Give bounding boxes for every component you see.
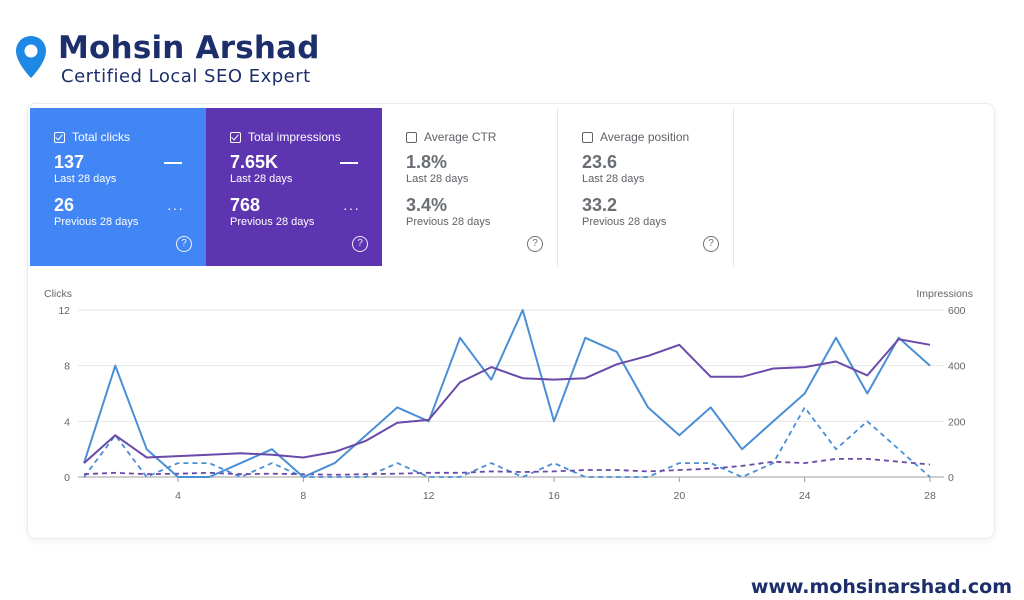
y-tick-label: 12: [58, 305, 70, 317]
y2-tick-label: 0: [948, 472, 954, 484]
checkbox-checked-icon[interactable]: [230, 131, 241, 143]
location-pin-icon: [16, 36, 46, 78]
help-icon[interactable]: ?: [352, 236, 368, 252]
metric-prev-period: Previous 28 days: [582, 216, 667, 228]
metric-prev-value: 3.4%: [406, 195, 448, 215]
checkbox-checked-icon[interactable]: [54, 131, 65, 143]
metric-period: Last 28 days: [230, 173, 293, 185]
metric-value: 137: [54, 152, 85, 172]
help-icon[interactable]: ?: [703, 236, 719, 252]
metric-total-impressions[interactable]: Total impressions 7.65K Last 28 days 768…: [206, 108, 382, 266]
metric-cards: Total clicks 137 Last 28 days 26 Previou…: [30, 108, 734, 266]
x-tick-label: 8: [300, 490, 306, 502]
x-tick-label: 4: [175, 490, 181, 502]
metric-prev-period: Previous 28 days: [54, 216, 139, 228]
dashed-line-legend-icon: ···: [167, 200, 184, 216]
y-tick-label: 4: [64, 416, 70, 428]
metric-period: Last 28 days: [406, 173, 469, 185]
metric-prev-value: 26: [54, 195, 75, 215]
checkbox-unchecked-icon[interactable]: [406, 131, 417, 143]
x-tick-label: 28: [924, 490, 936, 502]
metric-period: Last 28 days: [582, 173, 645, 185]
metric-value: 7.65K: [230, 152, 279, 172]
metric-label: Total clicks: [72, 130, 131, 144]
metric-prev-value: 768: [230, 195, 261, 215]
checkbox-unchecked-icon[interactable]: [582, 131, 593, 143]
y2-tick-label: 400: [948, 361, 966, 373]
impressions-series-line: [83, 338, 931, 464]
search-console-card: Total clicks 137 Last 28 days 26 Previou…: [28, 104, 994, 538]
metric-period: Last 28 days: [54, 173, 117, 185]
metric-prev-period: Previous 28 days: [406, 216, 491, 228]
metric-prev-period: Previous 28 days: [230, 216, 315, 228]
clicks-previous-series-line: [83, 406, 931, 478]
x-tick-label: 16: [548, 490, 560, 502]
x-tick-label: 12: [423, 490, 435, 502]
solid-line-legend-icon: [164, 162, 182, 164]
help-icon[interactable]: ?: [176, 236, 192, 252]
impressions-previous-series-line: [83, 457, 931, 476]
metric-prev-value: 33.2: [582, 195, 618, 215]
x-tick-label: 20: [673, 490, 685, 502]
performance-line-chart: Clicks Impressions 0 4 8 12 0 200 400 600 4 8 12 16…: [44, 288, 973, 502]
website-url[interactable]: www.mohsinarshad.com: [750, 576, 1012, 598]
metric-label: Average position: [600, 130, 690, 144]
brand-subtitle: Certified Local SEO Expert: [61, 66, 311, 87]
metric-total-clicks[interactable]: Total clicks 137 Last 28 days 26 Previou…: [30, 108, 206, 266]
metric-value: 1.8%: [406, 152, 448, 172]
brand-name: Mohsin Arshad: [58, 30, 320, 66]
x-tick-label: 24: [799, 490, 811, 502]
y-axis-label: Clicks: [44, 288, 72, 300]
brand-header: Mohsin Arshad Certified Local SEO Expert: [14, 30, 320, 88]
clicks-series-line: [83, 309, 931, 478]
metric-average-ctr[interactable]: Average CTR 1.8% Last 28 days 3.4% Previ…: [382, 108, 558, 266]
metric-label: Total impressions: [248, 130, 341, 144]
y2-tick-label: 600: [948, 305, 966, 317]
dashed-line-legend-icon: ···: [343, 200, 360, 216]
solid-line-legend-icon: [340, 162, 358, 164]
metric-label: Average CTR: [424, 130, 497, 144]
y2-tick-label: 200: [948, 416, 966, 428]
y-tick-label: 8: [64, 361, 70, 373]
y-tick-label: 0: [64, 472, 70, 484]
metric-average-position[interactable]: Average position 23.6 Last 28 days 33.2 …: [558, 108, 734, 266]
metric-value: 23.6: [582, 152, 618, 172]
help-icon[interactable]: ?: [527, 236, 543, 252]
y2-axis-label: Impressions: [916, 288, 973, 300]
